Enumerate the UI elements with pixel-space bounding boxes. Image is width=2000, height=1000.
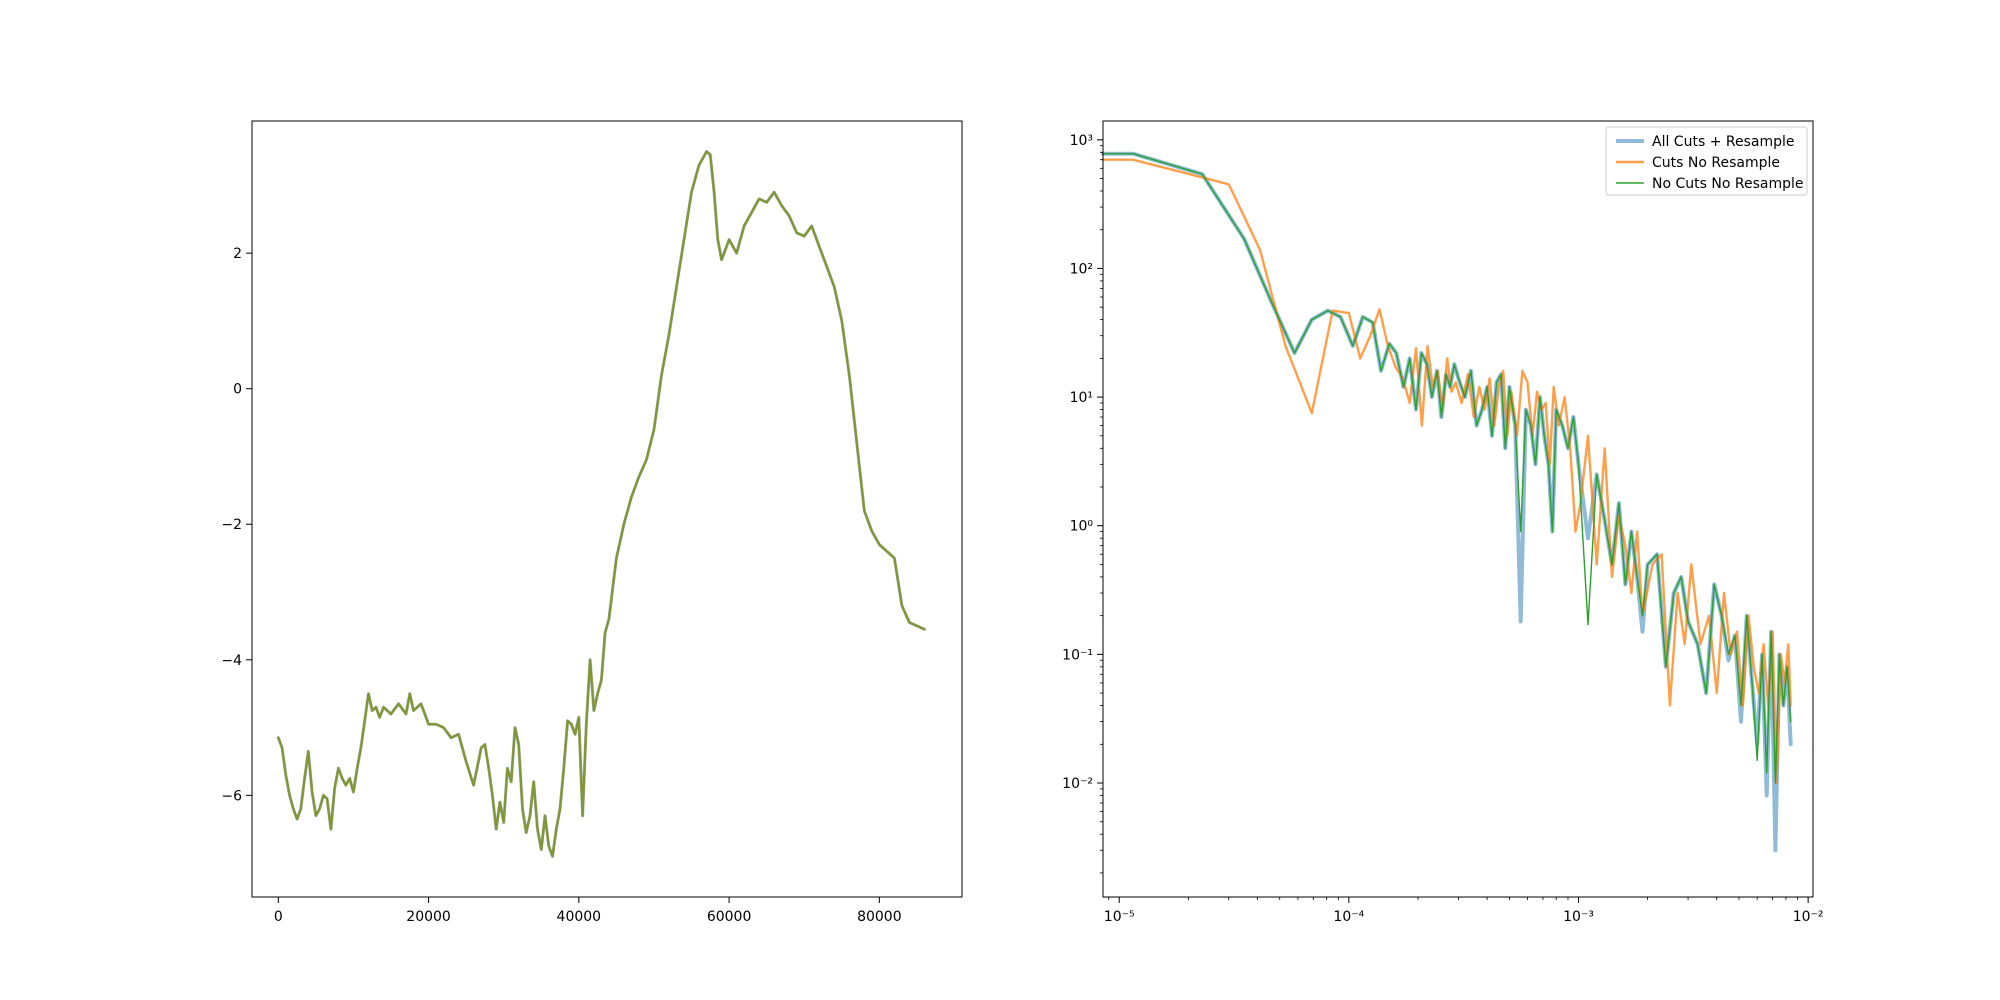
right-plot-series — [1101, 151, 1793, 853]
right-plot-y-axis-ticks: 10⁻² 10⁻¹ 10⁰ 10¹ 10² 10³ — [1062, 133, 1103, 874]
x-tick-label: 0 — [274, 909, 283, 925]
x-tick-label: 80000 — [857, 909, 902, 925]
right-spectrum-plot: 10⁻⁵ 10⁻⁴ 10⁻³ 10⁻² 10⁻² 10⁻¹ 10⁰ 10¹ 10² 10³ Al… — [1062, 120, 1824, 925]
y-tick-label: 10³ — [1070, 133, 1093, 149]
y-tick-label: 10⁻¹ — [1062, 647, 1093, 663]
y-tick-label: −4 — [221, 653, 242, 669]
y-tick-label: −2 — [221, 517, 242, 533]
left-time-series-plot: 0 20000 40000 60000 80000 −6 −4 −2 0 2 — [221, 120, 963, 925]
y-tick-label: 0 — [233, 382, 242, 398]
legend-entry-cuts-no-resample: Cuts No Resample — [1616, 155, 1780, 171]
y-tick-label: −6 — [221, 788, 242, 804]
y-tick-label: 2 — [233, 246, 242, 262]
series-line-3 — [1102, 152, 1792, 784]
legend-label: No Cuts No Resample — [1652, 176, 1803, 192]
series-line-3 — [277, 150, 926, 858]
x-tick-label: 10⁻³ — [1563, 909, 1594, 925]
legend-box — [1605, 126, 1808, 196]
legend-entry-no-cuts-no-resample: No Cuts No Resample — [1616, 176, 1803, 192]
right-plot-frame — [1102, 120, 1814, 898]
y-tick-label: 10² — [1070, 261, 1093, 277]
x-tick-label: 10⁻² — [1793, 909, 1824, 925]
left-plot-series — [276, 150, 926, 858]
y-tick-label: 10¹ — [1070, 390, 1093, 406]
x-tick-label: 40000 — [557, 909, 602, 925]
left-plot-y-axis-ticks: −6 −4 −2 0 2 — [221, 246, 252, 804]
legend-label: Cuts No Resample — [1652, 155, 1780, 171]
left-plot-x-axis-ticks: 0 20000 40000 60000 80000 — [274, 897, 902, 925]
y-tick-label: 10⁻² — [1062, 776, 1093, 792]
left-plot-frame — [251, 120, 963, 898]
y-tick-label: 10⁰ — [1070, 519, 1094, 535]
legend: All Cuts + Resample Cuts No Resample No … — [1605, 126, 1808, 196]
x-tick-label: 10⁻⁵ — [1104, 909, 1135, 925]
x-tick-label: 20000 — [406, 909, 451, 925]
x-tick-label: 10⁻⁴ — [1333, 909, 1364, 925]
x-tick-label: 60000 — [707, 909, 752, 925]
right-plot-x-axis-ticks: 10⁻⁵ 10⁻⁴ 10⁻³ 10⁻² — [1104, 897, 1824, 925]
legend-label: All Cuts + Resample — [1652, 134, 1794, 150]
legend-entry-all-cuts-resample: All Cuts + Resample — [1616, 134, 1794, 150]
